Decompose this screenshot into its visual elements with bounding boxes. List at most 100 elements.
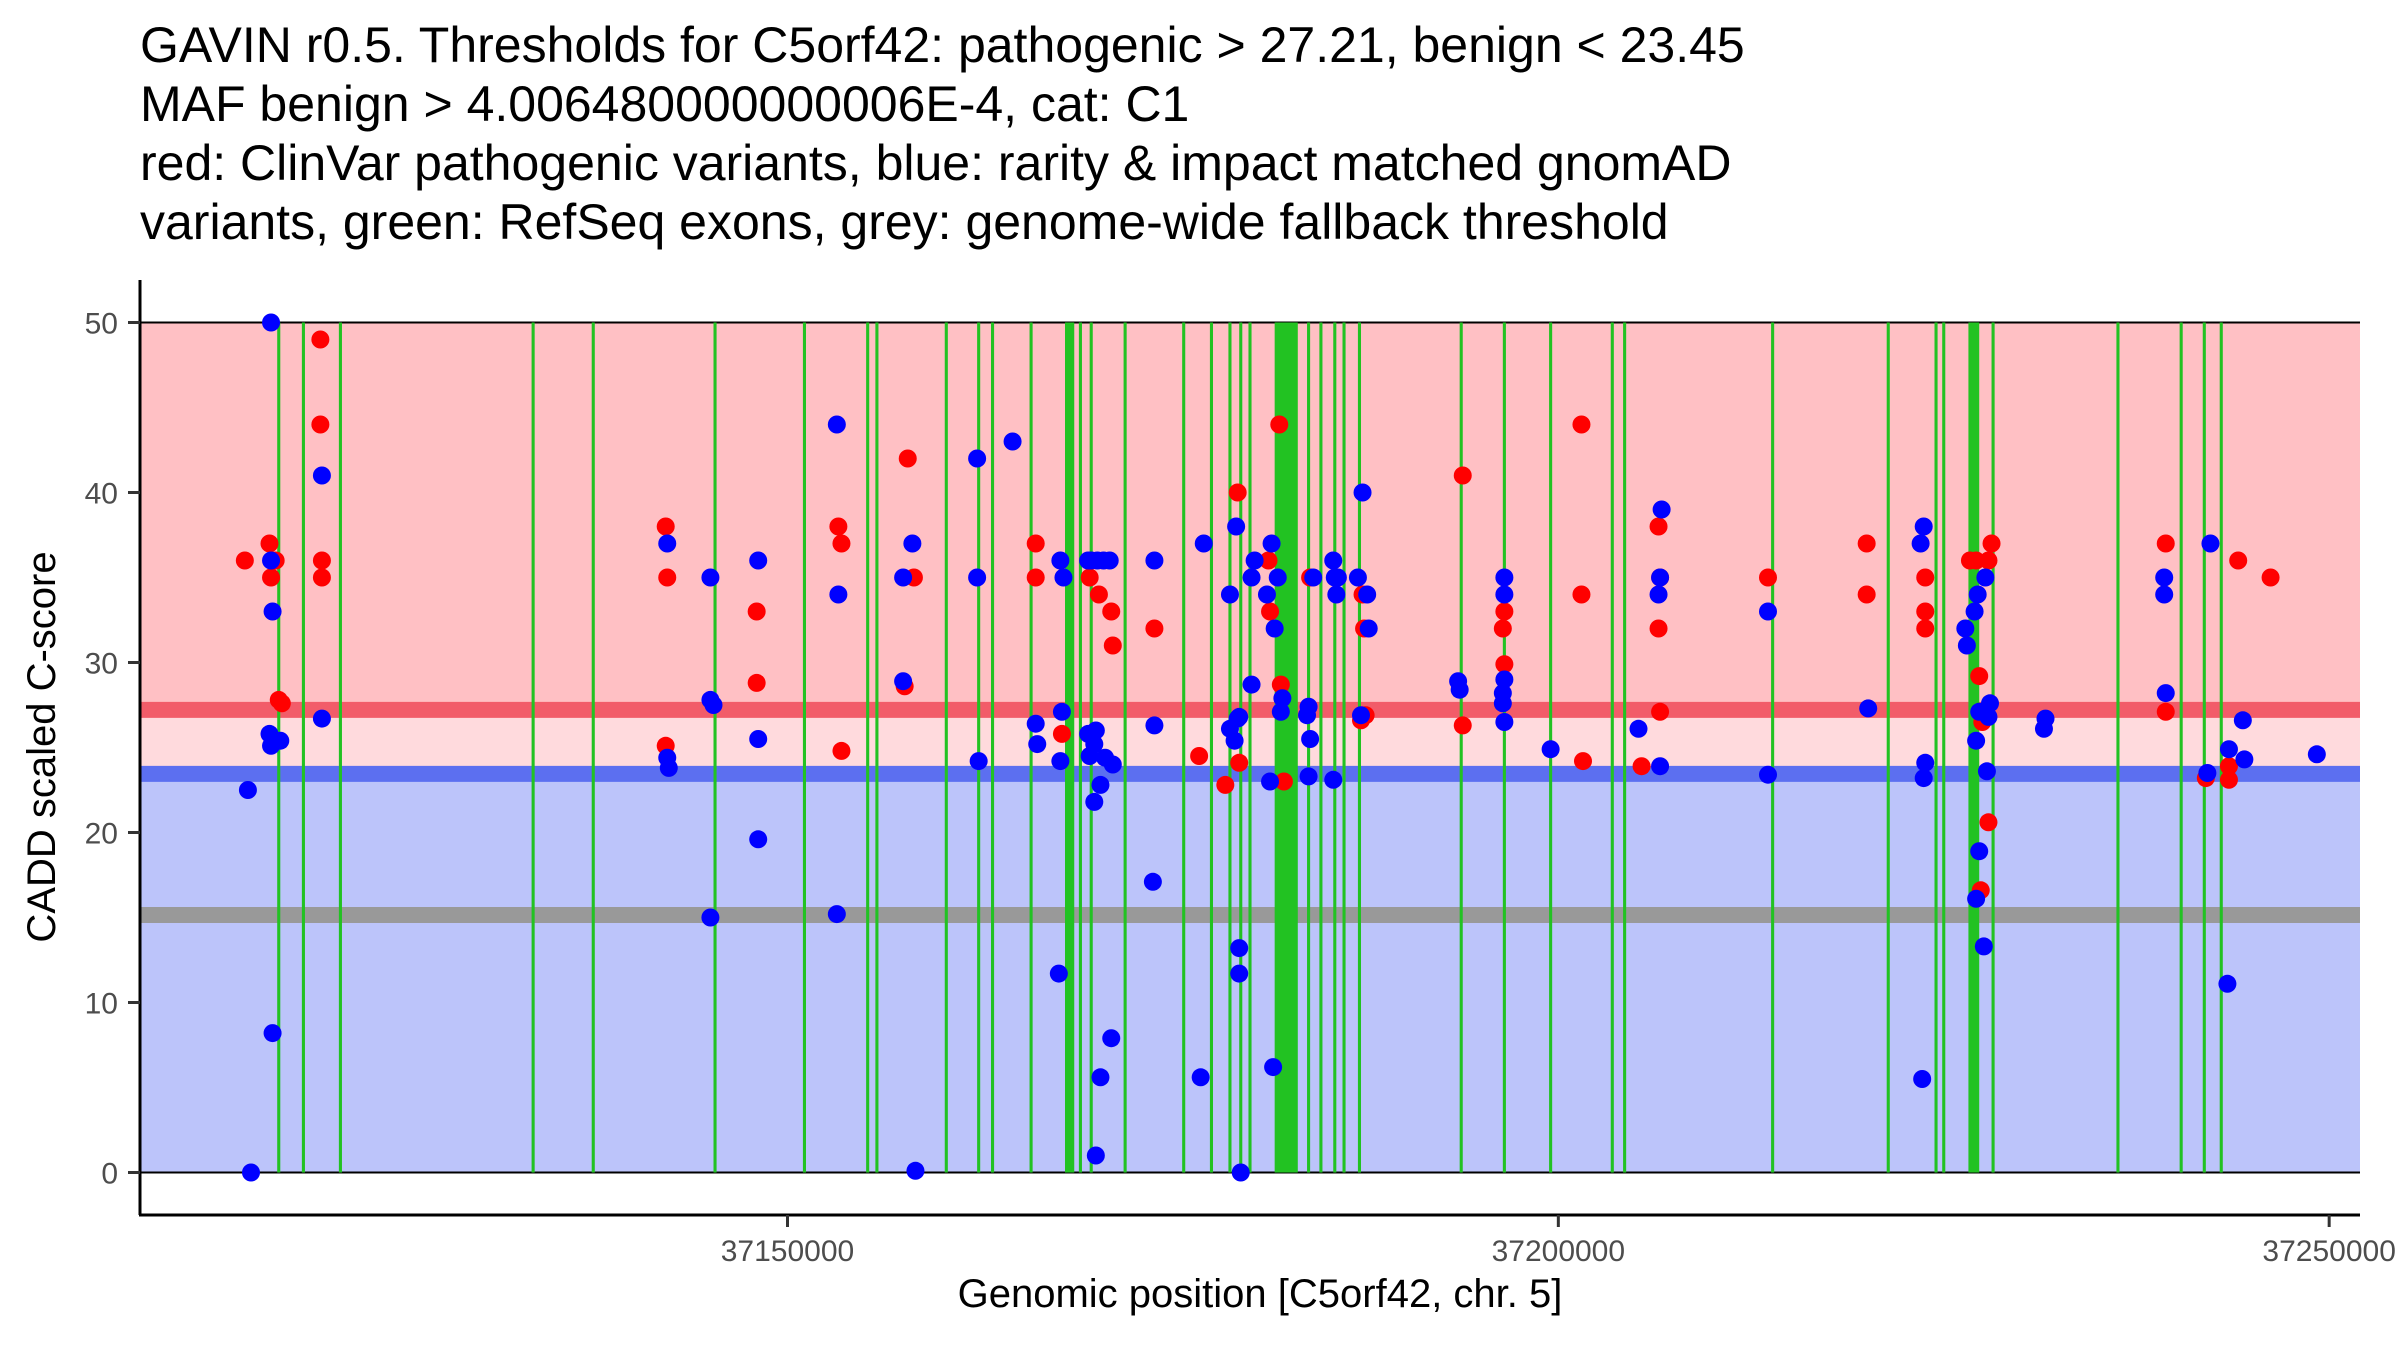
pathogenic-point (656, 517, 675, 536)
pathogenic-point (1145, 619, 1164, 638)
exon-line (944, 322, 948, 1173)
benign-point (827, 905, 846, 924)
benign-point (704, 696, 723, 714)
exon-line (1333, 322, 1337, 1173)
benign-point (1759, 602, 1777, 621)
pathogenic-point (1270, 415, 1289, 434)
benign-point (1914, 769, 1933, 788)
benign-point (1968, 585, 1987, 604)
pathogenic-point (272, 694, 291, 713)
benign-point (1304, 568, 1323, 587)
benign-point (1649, 585, 1668, 604)
benign-point (1348, 568, 1367, 587)
benign-point (1324, 770, 1343, 789)
benign-point (1262, 534, 1281, 553)
benign-point (1143, 872, 1162, 891)
benign-point (2155, 568, 2174, 587)
exon-line (1502, 322, 1506, 1173)
pathogenic-point (747, 673, 766, 692)
benign-point (1859, 699, 1878, 718)
benign-point (1257, 585, 1276, 604)
pathogenic-point (1649, 619, 1668, 638)
benign-point (827, 415, 846, 434)
benign-point (1914, 517, 1933, 536)
benign-point (658, 534, 677, 553)
pathogenic-point (1052, 724, 1071, 743)
benign-point (749, 551, 768, 570)
x-axis-title: Genomic position [C5orf42, chr. 5] (958, 1272, 1563, 1316)
exon-line (2116, 322, 2120, 1173)
benign-point (1327, 585, 1346, 604)
benign-point (1102, 1029, 1121, 1048)
pathogenic-point (1453, 466, 1472, 485)
exon-line (1942, 322, 1946, 1173)
benign-point (1051, 551, 1070, 570)
pathogenic-point (1271, 675, 1290, 694)
benign-point (238, 781, 257, 799)
benign-point (894, 672, 913, 691)
exon-line (713, 322, 717, 1173)
benign-point (1091, 775, 1110, 794)
y-tick-label: 30 (85, 648, 118, 681)
exon-line (1319, 322, 1323, 1173)
benign-point (1956, 619, 1975, 638)
benign-point (2156, 684, 2175, 703)
pathogenic-point (1216, 775, 1235, 794)
benign-point (1086, 721, 1105, 740)
benign-point (1979, 707, 1998, 726)
benign-point (1450, 680, 1469, 699)
benign-point (1324, 551, 1343, 570)
exon-line (531, 322, 535, 1173)
benign-point (1298, 706, 1317, 725)
benign-point (2235, 750, 2254, 769)
axes (138, 280, 2360, 1217)
exon-line (1991, 322, 1995, 1173)
benign-point (1358, 585, 1377, 604)
pathogenic-point (1495, 655, 1514, 674)
exon-line (1342, 322, 1346, 1173)
benign-point (2218, 974, 2237, 993)
benign-point (1911, 534, 1930, 553)
benign-point (1271, 702, 1290, 721)
pathogenic-point (1916, 619, 1935, 638)
benign-point (1028, 735, 1047, 754)
benign-point (1268, 568, 1287, 587)
benign-point (242, 1163, 260, 1182)
data-points (235, 313, 2326, 1182)
benign-point (1231, 1163, 1250, 1182)
exon-line (1610, 322, 1614, 1173)
y-axis-title: CADD scaled C-score (20, 551, 64, 942)
pathogenic-point (1026, 534, 1045, 553)
pathogenic-point (1261, 602, 1280, 621)
benign-point (1965, 602, 1984, 621)
y-tick-label: 50 (85, 308, 118, 341)
benign-point (262, 551, 281, 570)
benign-point (2307, 745, 2326, 764)
exon-line (1357, 322, 1361, 1173)
exon-line (1934, 322, 1938, 1173)
pathogenic-point (1916, 568, 1935, 587)
pathogenic-point (1495, 602, 1514, 621)
benign-point (968, 568, 987, 587)
benign-point (271, 731, 290, 750)
benign-point (1225, 731, 1244, 750)
chart-title: GAVIN r0.5. Thresholds for C5orf42: path… (140, 16, 2340, 252)
pathogenic-point (1759, 568, 1777, 587)
pathogenic-point (1228, 483, 1247, 502)
pathogenic-point (2156, 534, 2175, 553)
benign-point (659, 758, 678, 777)
pathogenic-point (1651, 702, 1670, 721)
benign-point (1967, 731, 1986, 750)
benign-point (1194, 534, 1213, 553)
benign-point (2198, 764, 2217, 782)
exon-line (1459, 322, 1463, 1173)
x-tick-label: 37150000 (721, 1235, 854, 1268)
benign-point (1227, 517, 1246, 536)
benign-point (1352, 706, 1370, 725)
pathogenic-point (262, 568, 281, 587)
pathogenic-point (1632, 757, 1651, 776)
benign-point (1230, 964, 1249, 983)
pathogenic-point (235, 551, 254, 570)
benign-point (1913, 1070, 1932, 1088)
exon-line (1239, 322, 1243, 1173)
